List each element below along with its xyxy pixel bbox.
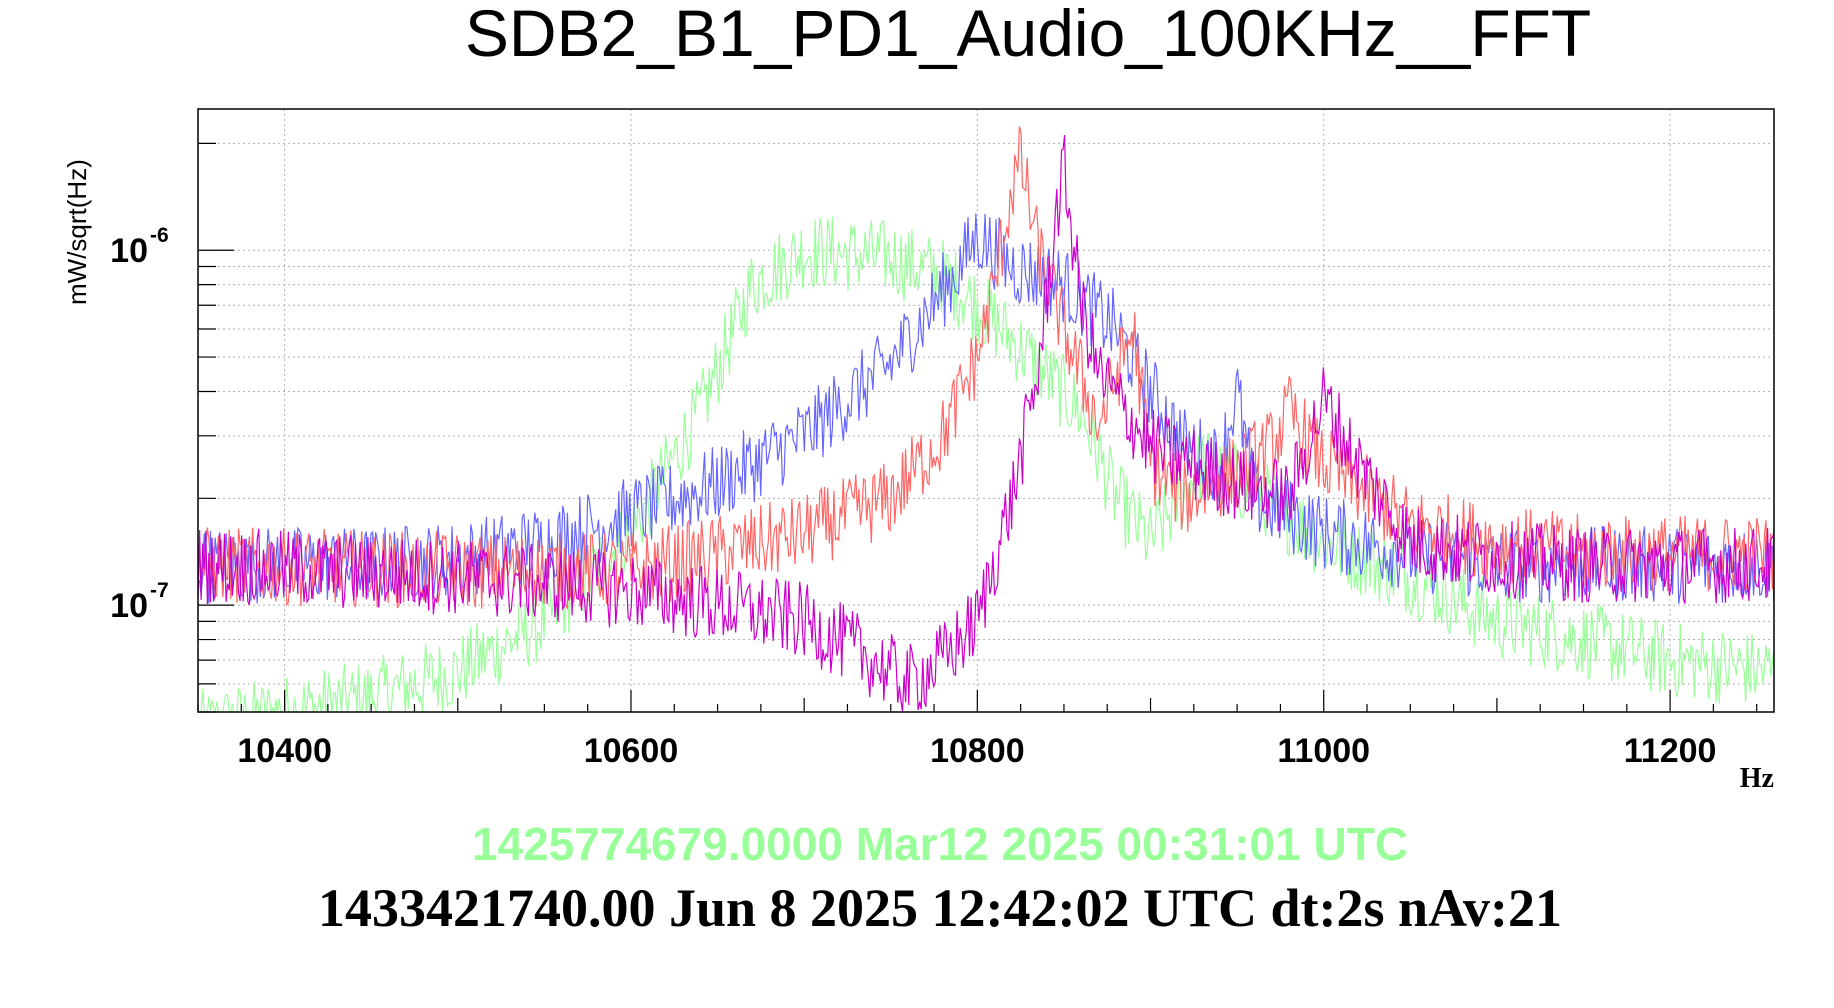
y-tick-exponent: -6	[150, 224, 169, 247]
x-tick-label: 11200	[1624, 732, 1717, 770]
plot-frame	[197, 108, 1775, 713]
y-tick-label: 10	[110, 587, 148, 625]
timestamp-current: 1433421740.00 Jun 8 2025 12:42:02 UTC dt…	[318, 878, 1562, 938]
timestamp-reference: 1425774679.0000 Mar12 2025 00:31:01 UTC	[472, 818, 1408, 870]
x-axis-label: Hz	[1740, 763, 1774, 794]
series-line-3	[197, 126, 1775, 610]
x-tick-label: 11000	[1277, 732, 1370, 770]
series-layer	[197, 126, 1775, 714]
grid	[198, 109, 1774, 713]
chart-title: SDB2_B1_PD1_Audio_100KHz__FFT	[465, 0, 1591, 70]
x-tick-labels: 10400 10600 10800 11000 11200	[237, 732, 1716, 770]
x-tick-label: 10600	[584, 732, 679, 770]
y-axis-label: mW/sqrt(Hz)	[62, 159, 92, 305]
series-line-1	[198, 216, 1775, 714]
axis-ticks	[197, 142, 1758, 713]
y-tick-exponent: -7	[150, 579, 169, 602]
series-line-4	[197, 135, 1775, 713]
y-tick-labels: 10-710-6	[110, 224, 169, 625]
x-tick-label: 10800	[930, 732, 1025, 770]
y-tick-label: 10	[110, 232, 148, 270]
x-tick-label: 10400	[237, 732, 332, 770]
